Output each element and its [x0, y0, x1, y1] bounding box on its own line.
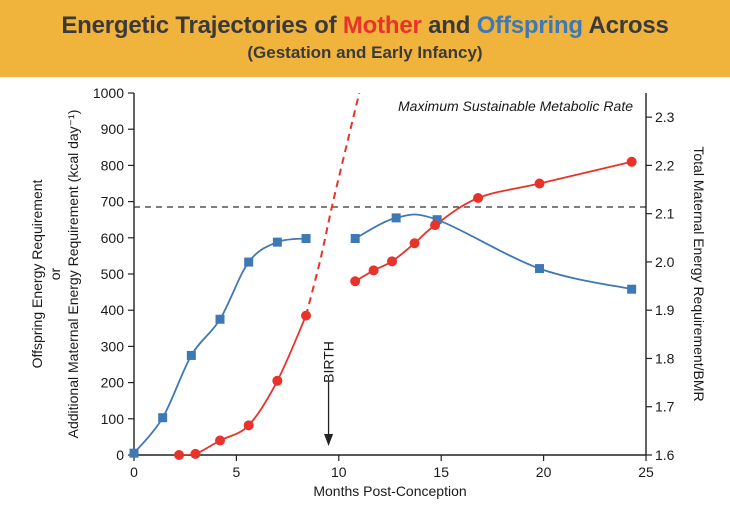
y-right-tick-label: 1.6	[655, 447, 675, 463]
birth-arrow-head	[324, 434, 334, 446]
title-and: and	[421, 12, 477, 39]
y-right-tick-label: 2.3	[655, 109, 675, 125]
x-tick-label: 10	[331, 464, 347, 480]
chart-subtitle: (Gestation and Early Infancy)	[247, 43, 483, 62]
title-offspring: Offspring	[476, 12, 583, 39]
offspring-point	[244, 257, 254, 267]
y-left-tick-label: 900	[101, 121, 125, 137]
y-left-tick-label: 500	[101, 266, 125, 282]
y-left-axis-label-line3: Additional Maternal Energy Requirement (…	[65, 110, 81, 439]
mother-point	[350, 276, 361, 287]
y-right-tick-label: 2.2	[655, 157, 675, 173]
y-left-tick-label: 0	[116, 447, 124, 463]
y-left-tick-label: 800	[101, 157, 125, 173]
mother-point	[473, 192, 484, 203]
y-left-tick-label: 400	[101, 302, 125, 318]
y-left-tick-label: 200	[101, 375, 125, 391]
x-tick-label: 5	[233, 464, 241, 480]
mother-point	[368, 265, 379, 276]
mother-point	[190, 448, 201, 459]
y-left-tick-label: 300	[101, 338, 125, 354]
x-tick-label: 15	[433, 464, 449, 480]
offspring-point	[129, 448, 139, 458]
y-right-tick-label: 1.8	[655, 350, 675, 366]
offspring-line-segment-2	[354, 213, 632, 291]
title-mother: Mother	[342, 12, 422, 39]
mother-point	[534, 178, 545, 189]
y-left-axis-label-line2: or	[47, 267, 63, 280]
mother-point	[215, 435, 226, 446]
y-left-tick-label: 1000	[93, 85, 124, 101]
mother-point	[174, 450, 185, 460]
title-part2: Across	[582, 12, 669, 39]
offspring-point	[535, 264, 545, 274]
offspring-point	[627, 284, 637, 294]
y-right-tick-label: 1.7	[655, 399, 675, 415]
offspring-point	[158, 413, 168, 423]
offspring-point	[186, 350, 196, 360]
y-left-tick-label: 600	[101, 230, 125, 246]
y-right-tick-label: 2.1	[655, 206, 675, 222]
offspring-point	[432, 215, 442, 225]
offspring-point	[391, 213, 401, 223]
y-right-tick-label: 1.9	[655, 302, 675, 318]
mother-point	[409, 238, 420, 249]
chart-title: Energetic Trajectories of Mother and Off…	[0, 12, 730, 40]
y-left-tick-label: 700	[101, 194, 125, 210]
mother-point	[243, 420, 254, 431]
title-banner	[0, 0, 730, 77]
x-axis-label: Months Post-Conception	[313, 483, 466, 499]
mother-line-segment-1	[179, 315, 307, 455]
y-right-tick-label: 2.0	[655, 254, 675, 270]
offspring-point	[350, 234, 360, 244]
x-tick-label: 20	[536, 464, 552, 480]
x-tick-label: 0	[130, 464, 138, 480]
mother-point	[272, 375, 283, 386]
offspring-point	[215, 314, 225, 324]
mother-point	[387, 256, 398, 267]
offspring-point	[301, 234, 311, 244]
y-left-tick-label: 100	[101, 411, 125, 427]
mother-point	[626, 156, 637, 167]
mother-projection-line	[305, 93, 361, 316]
max-metabolic-rate-label: Maximum Sustainable Metabolic Rate	[398, 98, 633, 114]
x-tick-label: 25	[638, 464, 654, 480]
mother-point	[301, 310, 312, 321]
offspring-point	[272, 237, 282, 247]
y-right-axis-label: Total Maternal Energy Requirement/BMR	[691, 146, 707, 401]
title-part1: Energetic Trajectories of	[61, 12, 343, 39]
birth-label: BIRTH	[321, 341, 337, 383]
y-left-axis-label-line1: Offspring Energy Requirement	[29, 179, 45, 368]
mother-point	[430, 220, 441, 231]
